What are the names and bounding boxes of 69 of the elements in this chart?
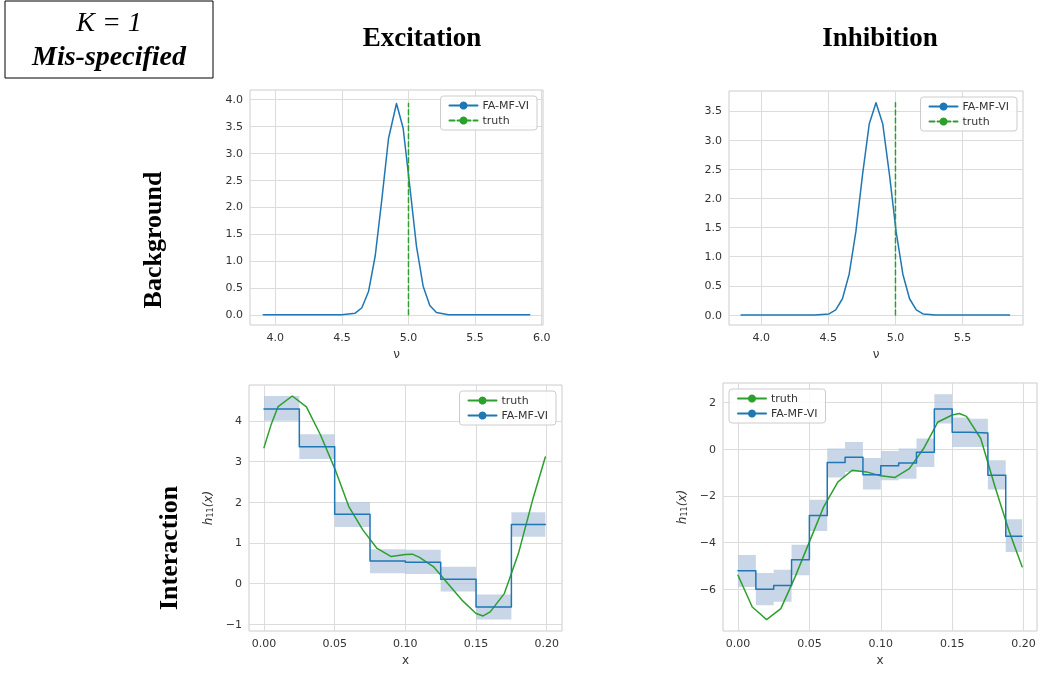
x-tick-label: 4.5: [819, 331, 838, 344]
x-tick-label: 0.10: [393, 637, 418, 650]
x-axis-title: ν: [393, 346, 401, 361]
y-tick-label: 0.5: [225, 281, 243, 295]
legend-label: FA-MF-VI: [482, 99, 529, 112]
legend-label: truth: [501, 394, 529, 407]
y-tick-label: 1.0: [225, 254, 243, 268]
y-tick-label: −6: [699, 582, 716, 596]
legend-label: FA-MF-VI: [501, 409, 548, 422]
chart-title: Inhibition: [822, 22, 938, 52]
chart-title: Excitation: [362, 22, 482, 52]
x-tick-label: 5.0: [399, 331, 418, 344]
y-tick-label: 0: [709, 442, 716, 456]
x-tick-label: 0.05: [797, 637, 822, 650]
y-tick-label: 4: [235, 414, 242, 428]
x-axis-title: x: [876, 652, 884, 667]
y-tick-label: 1.5: [704, 221, 722, 235]
x-tick-label: 4.0: [266, 331, 285, 344]
y-tick-label: 2.5: [225, 173, 243, 187]
x-tick-label: 4.0: [752, 331, 770, 344]
x-tick-label: 0.10: [868, 637, 894, 650]
y-tick-label: 3: [235, 454, 242, 468]
x-tick-label: 0.15: [463, 637, 489, 650]
y-tick-label: 1: [235, 536, 242, 550]
legend-label: FA-MF-VI: [962, 100, 1009, 113]
y-tick-label: 2: [709, 396, 716, 410]
y-tick-label: 0.0: [704, 308, 722, 322]
y-tick-label: 3.5: [225, 119, 243, 133]
x-tick-label: 6.0: [532, 331, 551, 344]
x-tick-label: 5.5: [466, 331, 484, 344]
text: Mis-specified: [31, 39, 187, 71]
text: Interaction: [153, 485, 183, 611]
y-tick-label: 3.5: [704, 104, 722, 118]
y-tick-label: 2.0: [225, 200, 243, 214]
y-tick-label: 2.5: [704, 162, 722, 176]
y-tick-label: 1.0: [704, 250, 722, 264]
line-series: [740, 101, 1011, 316]
y-tick-label: 4.0: [225, 92, 243, 106]
y-tick-label: 3.0: [225, 146, 243, 160]
text: K = 1: [75, 5, 142, 37]
y-tick-label: 0.5: [704, 279, 722, 293]
y-tick-label: 1.5: [225, 227, 243, 241]
legend-label: truth: [962, 115, 990, 128]
y-axis-title: h11(x): [200, 490, 216, 526]
line-series: [262, 102, 531, 316]
legend-label: truth: [771, 392, 799, 405]
legend-label: truth: [482, 114, 510, 127]
x-tick-label: 0.00: [725, 637, 751, 650]
x-tick-label: 0.15: [939, 637, 965, 650]
y-axis-title: h11(x): [674, 489, 690, 525]
x-tick-label: 0.20: [534, 637, 559, 650]
x-axis-title: x: [401, 652, 410, 667]
y-tick-label: 0.0: [225, 308, 243, 322]
x-tick-label: 0.00: [251, 637, 277, 650]
x-tick-label: 5.5: [953, 331, 972, 344]
x-tick-label: 4.5: [333, 331, 351, 344]
y-tick-label: −2: [699, 489, 716, 503]
y-tick-label: 3.0: [704, 133, 722, 147]
y-tick-label: 0: [235, 576, 242, 590]
x-tick-label: 0.20: [1011, 637, 1036, 650]
x-axis-title: ν: [872, 346, 880, 361]
y-tick-label: 2: [235, 495, 242, 509]
y-tick-label: −4: [699, 536, 716, 550]
y-tick-label: −1: [225, 617, 242, 631]
y-tick-label: 2.0: [704, 191, 722, 205]
x-tick-label: 5.0: [886, 331, 905, 344]
legend-label: FA-MF-VI: [771, 407, 818, 420]
text: Background: [137, 171, 167, 309]
x-tick-label: 0.05: [322, 637, 347, 650]
